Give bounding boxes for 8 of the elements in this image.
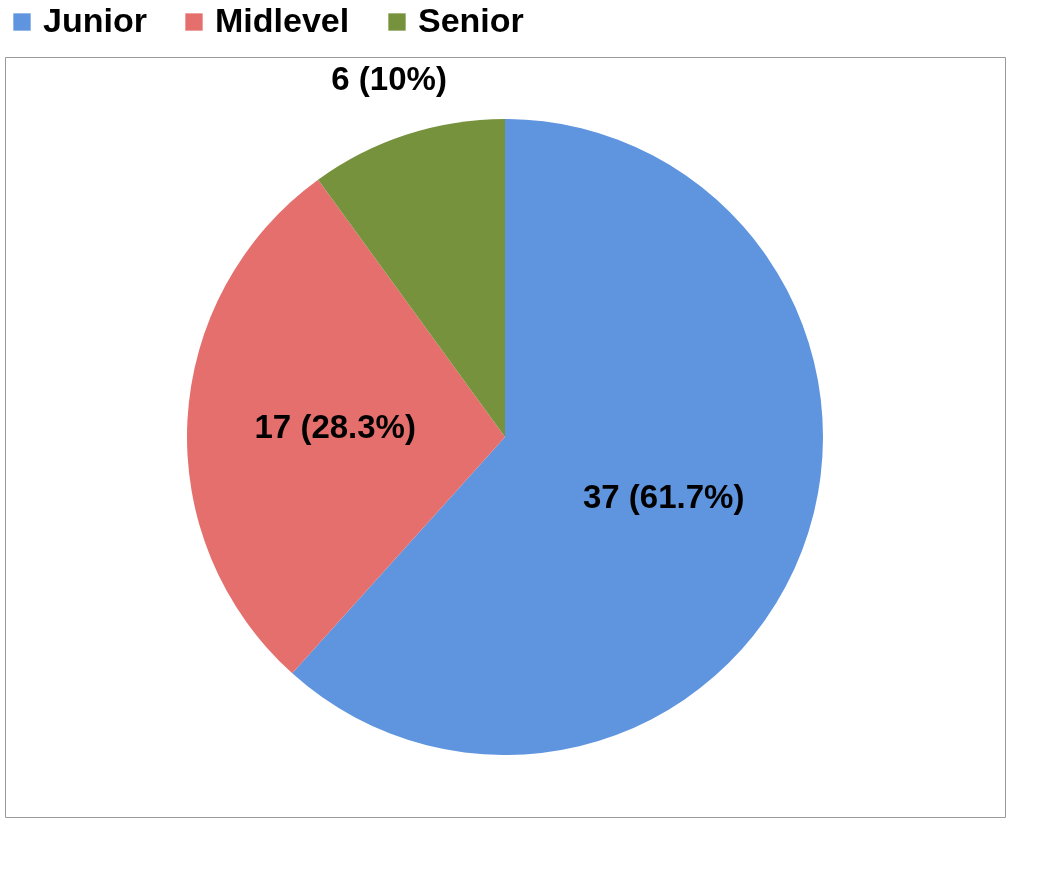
data-label: 17 (28.3%) — [254, 408, 416, 446]
data-label: 37 (61.7%) — [582, 477, 745, 515]
legend-label: Midlevel — [215, 1, 350, 39]
data-label: 6 (10%) — [331, 60, 447, 98]
pie-slice — [292, 119, 823, 755]
pie-slice — [187, 179, 505, 674]
legend-label: Junior — [43, 1, 147, 39]
legend-label: Senior — [418, 1, 524, 39]
